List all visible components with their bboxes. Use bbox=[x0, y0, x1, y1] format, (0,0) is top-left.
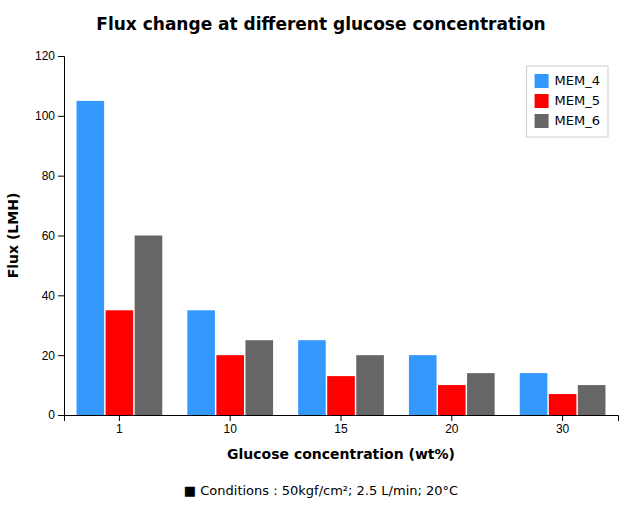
x-tick: 20 bbox=[445, 415, 459, 436]
y-tick: 100 bbox=[35, 109, 64, 123]
x-tick-label: 20 bbox=[445, 422, 459, 436]
bar bbox=[578, 385, 606, 415]
tick-mark bbox=[58, 415, 64, 416]
legend-item: MEM_6 bbox=[535, 113, 600, 128]
title: Flux change at different glucose concent… bbox=[96, 14, 545, 34]
legend-swatch bbox=[535, 94, 549, 108]
x-tick-label: 10 bbox=[224, 422, 238, 436]
x-tick-label: 30 bbox=[556, 422, 570, 436]
bar bbox=[520, 373, 548, 415]
bars bbox=[77, 101, 606, 415]
bar bbox=[187, 310, 215, 415]
y-tick: 120 bbox=[35, 49, 64, 63]
y-tick-label: 80 bbox=[42, 169, 56, 183]
tick-mark bbox=[58, 176, 64, 177]
y-tick-label: 120 bbox=[35, 49, 55, 63]
x-tick: 10 bbox=[224, 415, 238, 436]
bar bbox=[438, 385, 466, 415]
y-tick-label: 100 bbox=[35, 109, 55, 123]
bar bbox=[245, 340, 273, 415]
legend: MEM_4 MEM_5 MEM_6 bbox=[527, 66, 608, 137]
chart: Flux change at different glucose concent… bbox=[0, 0, 642, 507]
bar bbox=[409, 355, 437, 415]
bar bbox=[135, 236, 163, 416]
tick-mark bbox=[562, 415, 563, 421]
bar bbox=[216, 355, 244, 415]
series bbox=[106, 310, 577, 415]
bar bbox=[298, 340, 326, 415]
legend-label: MEM_5 bbox=[555, 93, 600, 108]
bar bbox=[77, 101, 105, 415]
tick-mark bbox=[58, 236, 64, 237]
y-tick-label: 40 bbox=[42, 289, 56, 303]
x-tick: 15 bbox=[334, 415, 348, 436]
y-tick-label: 60 bbox=[42, 229, 56, 243]
x-tick: 1 bbox=[116, 415, 123, 436]
y-tick-label: 0 bbox=[48, 408, 55, 422]
x-axis: 1 10 15 20 30 bbox=[65, 415, 619, 436]
tick-mark bbox=[119, 415, 120, 421]
tick-mark bbox=[58, 295, 64, 296]
tick-mark bbox=[230, 415, 231, 421]
y-tick: 20 bbox=[42, 349, 64, 363]
x-tick: 30 bbox=[556, 415, 570, 436]
tick-mark bbox=[341, 415, 342, 421]
y-tick: 80 bbox=[42, 169, 64, 183]
legend-label: MEM_4 bbox=[555, 73, 600, 88]
axis-line bbox=[65, 416, 619, 422]
bar bbox=[467, 373, 495, 415]
y-tick: 0 bbox=[48, 408, 64, 422]
footer: ■ Conditions : 50kgf/cm²; 2.5 L/min; 20°… bbox=[184, 483, 458, 498]
bar bbox=[549, 394, 577, 415]
y-axis: 0 20 40 60 80 100 120 bbox=[35, 49, 65, 422]
tick-mark bbox=[58, 56, 64, 57]
series bbox=[135, 236, 606, 416]
y-axis-title: Flux (LMH) bbox=[5, 193, 21, 279]
y-tick-label: 20 bbox=[42, 349, 56, 363]
legend-label: MEM_6 bbox=[555, 113, 600, 128]
legend-box bbox=[527, 66, 608, 137]
tick-mark bbox=[58, 116, 64, 117]
x-axis-title: Glucose concentration (wt%) bbox=[227, 446, 455, 462]
plot: 1 10 15 20 30 0 20 40 60 80 100 120 MEM_4 MEM_5 MEM_6 bbox=[35, 49, 619, 435]
y-tick: 60 bbox=[42, 229, 64, 243]
tick-mark bbox=[58, 355, 64, 356]
axis-line bbox=[58, 57, 65, 416]
legend-item: MEM_4 bbox=[535, 73, 600, 88]
bar bbox=[327, 376, 355, 415]
bar bbox=[106, 310, 134, 415]
x-tick-label: 15 bbox=[334, 422, 348, 436]
y-tick: 40 bbox=[42, 289, 64, 303]
tick-mark bbox=[451, 415, 452, 421]
legend-swatch bbox=[535, 114, 549, 128]
legend-swatch bbox=[535, 74, 549, 88]
series bbox=[77, 101, 548, 415]
x-tick-label: 1 bbox=[116, 422, 123, 436]
legend-item: MEM_5 bbox=[535, 93, 600, 108]
bar bbox=[356, 355, 384, 415]
